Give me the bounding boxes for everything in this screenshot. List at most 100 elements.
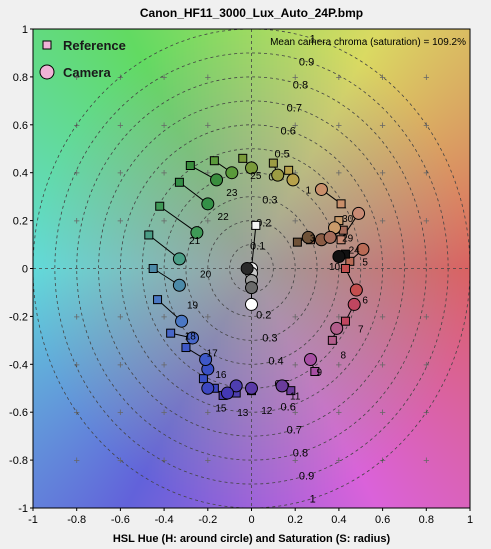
ring-label: 0.6 — [281, 401, 296, 413]
patch-number-label: 22 — [218, 212, 230, 223]
camera-point — [352, 206, 366, 220]
reference-point — [153, 295, 163, 305]
grid-cross: + — [423, 311, 429, 323]
grid-cross: + — [161, 216, 167, 228]
camera-point — [245, 161, 258, 175]
ring-label: 0.9 — [299, 57, 314, 69]
grid-cross: + — [117, 72, 123, 84]
camera-point — [172, 278, 186, 292]
patch-number-label: 30 — [342, 214, 354, 225]
patch-number-label: 9 — [316, 367, 322, 378]
camera-point — [190, 226, 204, 240]
grid-cross: + — [205, 72, 211, 84]
reference-point — [174, 177, 184, 187]
grid-cross: + — [423, 407, 429, 419]
neutral-camera-point — [240, 262, 254, 275]
camera-point — [225, 166, 239, 180]
camera-point — [286, 173, 300, 187]
camera-point — [356, 242, 370, 256]
patch-number-label: 7 — [358, 324, 364, 335]
ring-label: 1 — [310, 493, 316, 505]
reference-point — [238, 153, 248, 163]
grid-cross: + — [423, 120, 429, 132]
grid-cross: + — [379, 216, 385, 228]
reference-point — [198, 374, 208, 384]
patch-number-label: 12 — [261, 406, 273, 417]
ring-label: 0.6 — [281, 126, 296, 138]
camera-point — [349, 283, 363, 297]
reference-point — [340, 316, 350, 326]
grid-cross: + — [423, 455, 429, 467]
y-tick-label: -0.2 — [9, 311, 28, 323]
patch-number-label: 20 — [200, 269, 212, 280]
patch-number-label: 1 — [306, 185, 312, 196]
grid-cross: + — [117, 311, 123, 323]
saturation-ring — [76, 76, 427, 461]
saturation-ring — [207, 220, 296, 317]
legend-reference-marker — [42, 40, 52, 50]
y-tick-label: 0.2 — [13, 216, 28, 228]
patch-number-label: 24 — [349, 245, 361, 256]
patch-number-label: 3 — [310, 233, 316, 244]
ring-label: 0.9 — [299, 470, 314, 482]
grid-cross: + — [161, 168, 167, 180]
grid-cross: + — [73, 455, 79, 467]
patch-number-label: 16 — [215, 370, 227, 381]
reference-point — [268, 158, 278, 168]
x-tick-label: 0.2 — [288, 514, 303, 526]
patch-number-label: 17 — [207, 348, 219, 359]
camera-point — [201, 197, 215, 211]
legend-camera-label: Camera — [63, 65, 111, 80]
patch-number-label: 15 — [215, 403, 227, 414]
grid-cross: + — [73, 72, 79, 84]
patch-number-label: 23 — [226, 188, 238, 199]
y-tick-label: 0.4 — [13, 168, 28, 180]
grid-cross: + — [379, 359, 385, 371]
reference-point — [292, 237, 302, 247]
x-tick-label: 0.6 — [375, 514, 390, 526]
grid-cross: + — [73, 120, 79, 132]
grid-cross: + — [117, 455, 123, 467]
reference-point — [336, 235, 346, 245]
y-tick-label: 0.6 — [13, 120, 28, 132]
grid-cross: + — [161, 455, 167, 467]
y-tick-label: -0.8 — [9, 455, 28, 467]
patch-connector — [159, 205, 198, 233]
grid-cross: + — [292, 120, 298, 132]
grid-cross: + — [73, 216, 79, 228]
camera-point — [220, 386, 234, 400]
patch-number-label: 29 — [342, 233, 354, 244]
x-tick-label: 0.4 — [331, 514, 346, 526]
grid-cross: + — [423, 72, 429, 84]
x-tick-label: 1 — [467, 514, 473, 526]
mean-chroma-annotation: Mean camera chroma (saturation) = 109.2% — [270, 37, 466, 48]
grid-cross: + — [292, 168, 298, 180]
y-tick-label: -0.6 — [9, 407, 28, 419]
grid-cross: + — [336, 120, 342, 132]
grid-cross: + — [292, 455, 298, 467]
camera-point — [175, 314, 189, 328]
ring-label: 0.7 — [287, 103, 302, 115]
x-tick-label: 0 — [248, 514, 254, 526]
grid-cross: + — [423, 168, 429, 180]
neutral-reference-point — [251, 220, 261, 230]
camera-point — [201, 381, 215, 395]
reference-point — [166, 328, 176, 338]
reference-point — [209, 156, 219, 166]
grid-cross: + — [73, 359, 79, 371]
legend-camera-marker — [39, 64, 55, 80]
reference-point — [155, 201, 165, 211]
camera-point — [347, 297, 361, 311]
saturation-ring — [98, 100, 405, 437]
grid-cross: + — [161, 359, 167, 371]
camera-point — [323, 230, 337, 244]
grid-cross: + — [117, 407, 123, 419]
reference-point — [181, 343, 191, 353]
grid-cross: + — [379, 311, 385, 323]
grid-cross: + — [292, 359, 298, 371]
grid-cross: + — [379, 168, 385, 180]
ring-label: 0.2 — [256, 309, 271, 321]
reference-point — [340, 264, 350, 273]
